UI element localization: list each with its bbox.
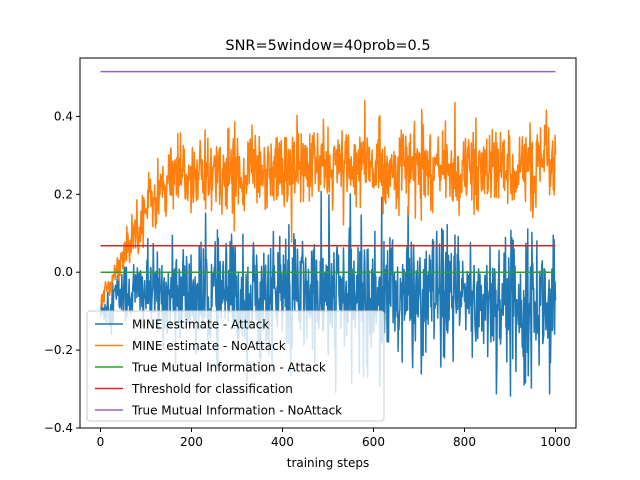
plot-frame xyxy=(79,57,577,429)
legend-label: True Mutual Information - NoAttack xyxy=(131,404,342,418)
legend-box xyxy=(86,310,385,422)
chart-title: SNR=5window=40prob=0.5 xyxy=(225,38,430,54)
axes-layer: 0 200 400 600 800 1000 −0.4 −0.2 0.0 0.2 0.4 xyxy=(44,57,577,449)
x-tick-label: 600 xyxy=(362,435,385,449)
legend-label: Threshold for classification xyxy=(131,382,293,396)
series-line-2 xyxy=(99,99,557,309)
y-tick-label: 0.4 xyxy=(54,109,73,123)
legend-label: MINE estimate - NoAttack xyxy=(132,339,286,353)
x-axis-label: training steps xyxy=(287,456,370,470)
x-tick-label: 200 xyxy=(180,435,203,449)
x-tick-label: 1000 xyxy=(540,435,571,449)
x-tick-label: 800 xyxy=(453,435,476,449)
x-tick-label: 400 xyxy=(271,435,294,449)
y-tick-label: −0.2 xyxy=(44,343,73,357)
legend-label: True Mutual Information - Attack xyxy=(131,361,326,375)
x-tick-label: 0 xyxy=(97,435,105,449)
legend-label: MINE estimate - Attack xyxy=(132,318,269,332)
legend: MINE estimate - Attack MINE estimate - No… xyxy=(86,310,385,422)
y-tick-label: 0.0 xyxy=(54,265,73,279)
y-tick-label: −0.4 xyxy=(44,421,73,435)
y-tick-label: 0.2 xyxy=(54,187,73,201)
